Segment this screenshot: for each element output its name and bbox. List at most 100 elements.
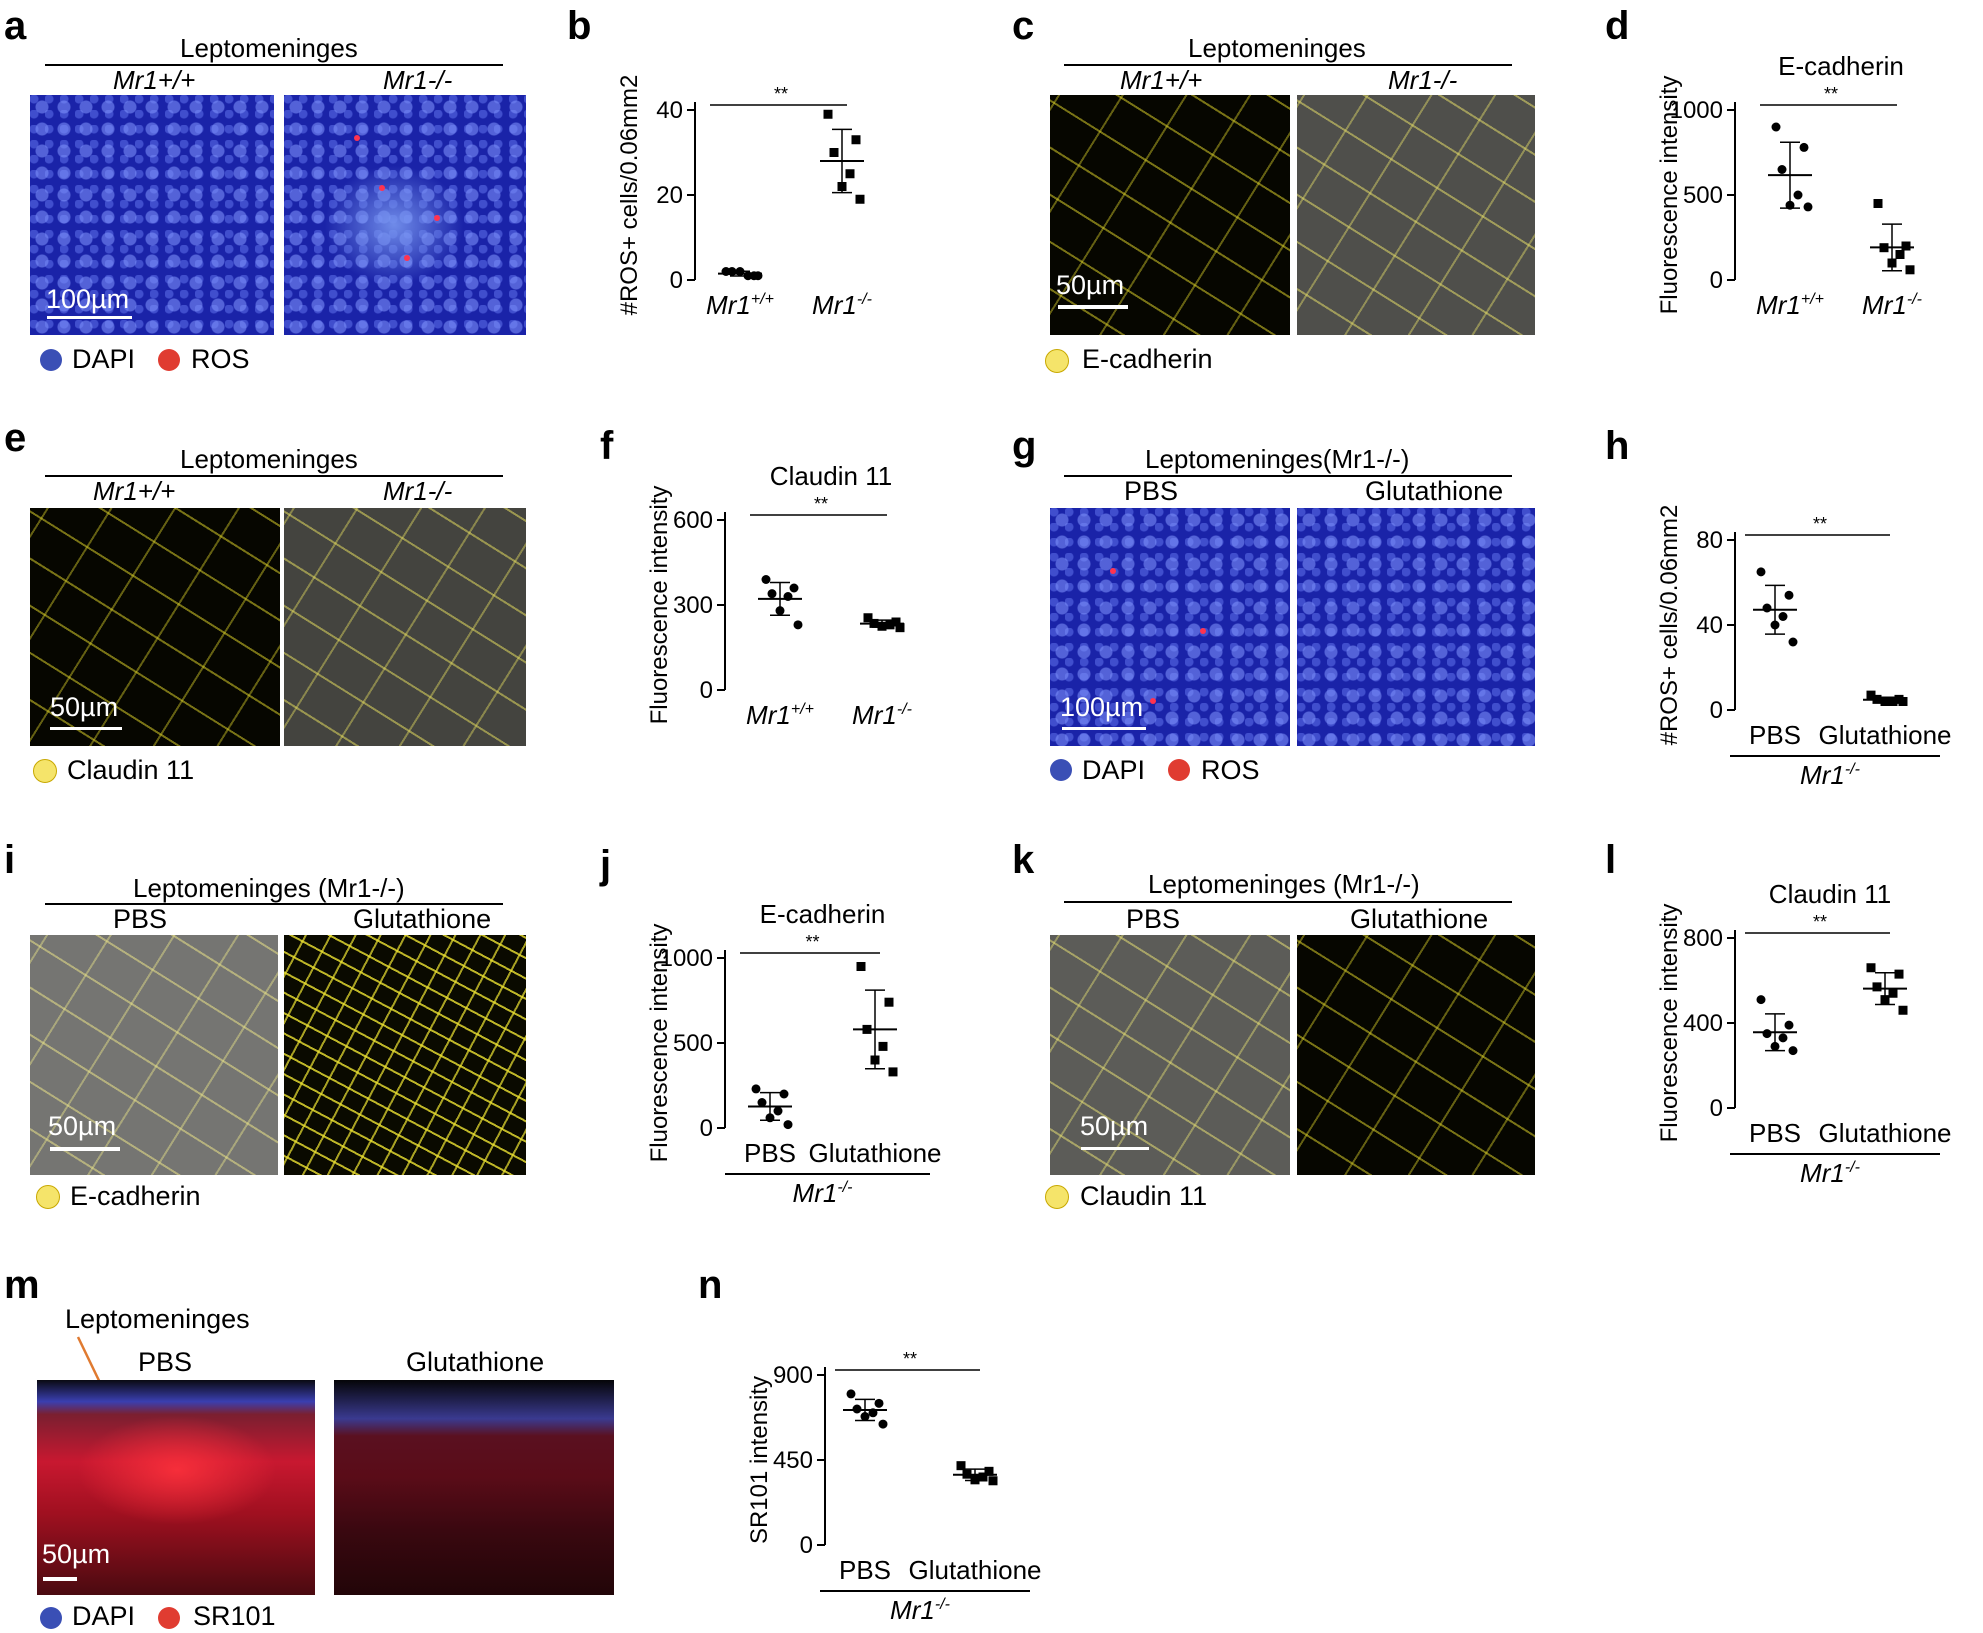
panel-a-image-wt (30, 95, 274, 335)
panel-letter-f: f (600, 424, 614, 468)
data-point (1895, 250, 1905, 259)
panel-k-right-label: Glutathione (1350, 904, 1489, 934)
data-point (829, 148, 839, 157)
data-point (852, 1404, 862, 1414)
y-tick-label: 0 (800, 1532, 813, 1559)
group-label: Mr1-/- (1800, 760, 1860, 790)
panel-e-right-label: Mr1-/- (383, 476, 453, 506)
y-tick-label: 0 (1710, 697, 1723, 724)
data-point (860, 1412, 870, 1422)
ecad-legend-dot (36, 1185, 60, 1209)
y-axis-label: SR101 intensity (746, 1376, 773, 1544)
panel-m-legend-sr101: SR101 (193, 1601, 276, 1631)
panel-i-image-glutathione (284, 935, 526, 1175)
panel-letter-j: j (600, 843, 612, 887)
x-category-label: Mr1+/+ (706, 290, 774, 320)
y-tick-label: 0 (700, 1115, 713, 1142)
x-category-label: Glutathione (909, 1555, 1042, 1585)
y-axis-label: Fluorescence intensity (646, 486, 673, 725)
claudin-legend-dot (1045, 1185, 1069, 1209)
data-point (1784, 1020, 1794, 1030)
data-point (1788, 1046, 1798, 1056)
ecad-legend-dot (1045, 349, 1069, 373)
data-point (1894, 969, 1904, 979)
data-point (878, 1041, 888, 1051)
y-tick-label: 40 (656, 97, 683, 124)
significance-label: ** (805, 932, 819, 952)
data-point (767, 589, 777, 599)
panel-c-header: Leptomeninges (1188, 33, 1366, 63)
data-point (1756, 995, 1766, 1005)
panel-a-legend-ros: ROS (191, 344, 250, 374)
panel-c-image-wt (1050, 95, 1290, 335)
y-tick-label: 1000 (1670, 97, 1723, 124)
panel-k-image-pbs (1050, 935, 1290, 1175)
data-point (793, 620, 803, 630)
data-point (862, 1024, 872, 1034)
panel-g-left-label: PBS (1124, 476, 1179, 506)
panel-c-header-rule (1064, 64, 1512, 66)
chart-title: Claudin 11 (1769, 879, 1891, 909)
panel-letter-l: l (1605, 838, 1617, 882)
y-tick-label: 450 (773, 1447, 813, 1474)
significance-label: ** (1813, 514, 1827, 534)
chart-title: E-cadherin (760, 899, 886, 929)
y-tick-label: 300 (673, 592, 713, 619)
data-point (1785, 200, 1795, 210)
claudin-legend-dot (33, 759, 57, 783)
panel-e-legend: Claudin 11 (67, 755, 195, 785)
panel-letter-d: d (1605, 4, 1630, 48)
panel-m-header: Leptomeninges (65, 1304, 250, 1334)
panel-m-scale-bar (43, 1577, 77, 1581)
x-category-label: Mr1+/+ (746, 700, 814, 730)
chart-b: 0 20 40 #ROS+ cells/0.06mm2 ** Mr1+/+ Mr1-/- (620, 75, 872, 320)
panel-k-header-rule (1064, 901, 1512, 903)
panel-m-legend-dapi: DAPI (72, 1601, 136, 1631)
data-point (1803, 202, 1813, 212)
data-point (1888, 697, 1898, 706)
data-point (1887, 258, 1897, 268)
data-point (1756, 567, 1766, 577)
x-category-label: Glutathione (1819, 720, 1952, 750)
panel-g-image-pbs (1050, 508, 1290, 746)
y-tick-label: 40 (1696, 612, 1723, 639)
data-point (1888, 988, 1898, 998)
data-point (1879, 243, 1889, 253)
significance-label: ** (903, 1349, 917, 1369)
significance-label: ** (814, 494, 828, 514)
panel-letter-b: b (567, 4, 592, 48)
y-tick-label: 400 (1683, 1010, 1723, 1037)
panel-e-image-ko (284, 508, 526, 746)
panel-k-header: Leptomeninges (Mr1-/-) (1148, 869, 1420, 899)
panel-c-left-label: Mr1+/+ (1120, 65, 1203, 95)
panel-i-header-rule (45, 903, 503, 905)
data-point (1788, 637, 1798, 647)
data-point (1784, 590, 1794, 600)
data-point (823, 109, 833, 119)
panel-m-left-label: PBS (138, 1347, 193, 1377)
data-point (735, 267, 745, 276)
dapi-legend-dot (1050, 759, 1072, 781)
panel-g-right-label: Glutathione (1365, 476, 1504, 506)
panel-a-left-label: Mr1+/+ (113, 65, 196, 95)
data-point (1880, 697, 1890, 706)
data-point (870, 1055, 880, 1065)
panel-i-legend: E-cadherin (70, 1181, 201, 1211)
panel-letter-a: a (4, 4, 27, 48)
panel-e-scale-text: 50µm (50, 692, 119, 722)
panel-letter-k: k (1012, 838, 1035, 882)
y-axis-label: Fluorescence intensity (1656, 76, 1683, 315)
panel-e-header-rule (45, 475, 503, 477)
data-point (1762, 603, 1772, 613)
data-point (1799, 142, 1809, 152)
y-tick-label: 800 (1683, 925, 1723, 952)
panel-a-legend-dapi: DAPI (72, 344, 136, 374)
y-tick-label: 80 (1696, 527, 1723, 554)
data-point (1873, 199, 1883, 208)
y-axis-label: Fluorescence intensity (646, 924, 673, 1163)
data-point (1880, 995, 1890, 1005)
panel-e-header: Leptomeninges (180, 444, 358, 474)
data-point (895, 623, 905, 633)
